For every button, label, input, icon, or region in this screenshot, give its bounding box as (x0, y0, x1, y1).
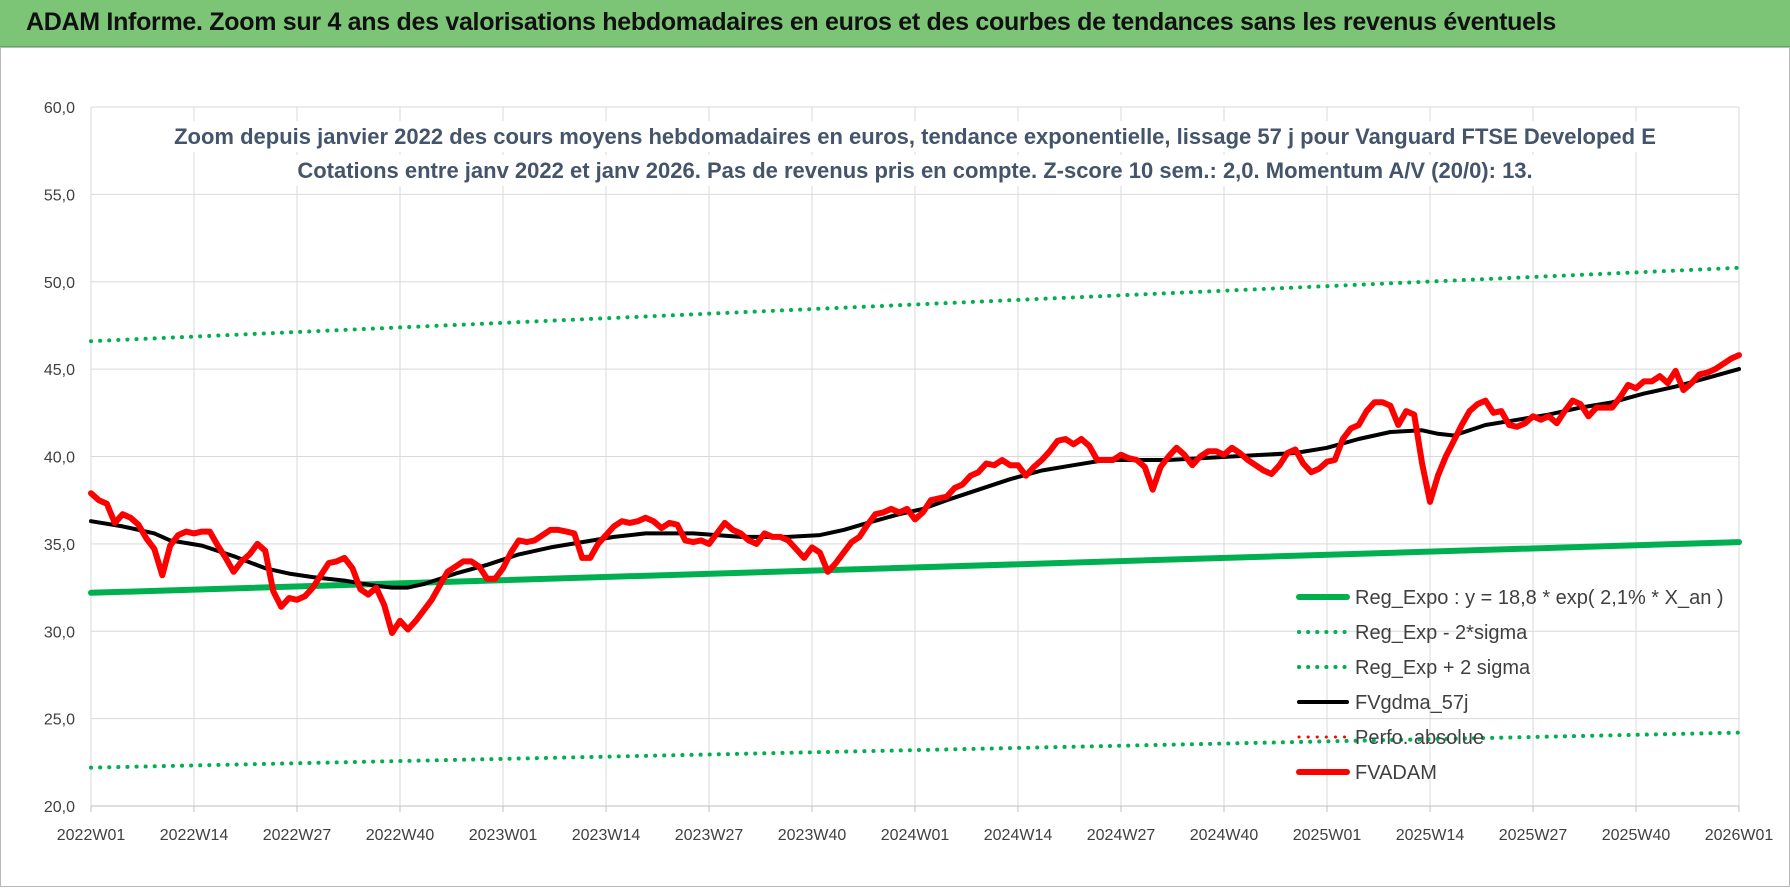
y-tick-label: 30,0 (44, 624, 75, 641)
x-tick-label: 2023W01 (469, 827, 538, 844)
chart-area: 20,0 25,0 30,0 35,0 40,0 45,0 50,0 55,0 60,0 2022… (0, 47, 1790, 887)
chart-title-line: Cotations entre janv 2022 et janv 2026. … (297, 158, 1532, 183)
x-tick-label: 2023W40 (778, 827, 847, 844)
y-tick-label: 20,0 (44, 799, 75, 816)
series-line (89, 730, 1741, 770)
y-tick-label: 35,0 (44, 537, 75, 554)
x-tick-label: 2024W40 (1190, 827, 1259, 844)
x-tick-label: 2024W14 (984, 827, 1053, 844)
x-tick-label: 2025W27 (1499, 827, 1568, 844)
grid-layer (90, 106, 1740, 807)
chart-title: Zoom depuis janvier 2022 des cours moyen… (166, 121, 1664, 186)
x-tick-label: 2025W01 (1293, 827, 1362, 844)
x-tick-label: 2022W01 (57, 827, 126, 844)
y-tick-label: 45,0 (44, 362, 75, 379)
y-tick-label: 50,0 (44, 275, 75, 292)
x-tick-label: 2025W40 (1602, 827, 1671, 844)
header-bar: ADAM Informe. Zoom sur 4 ans des valoris… (0, 0, 1790, 47)
y-tick-label: 60,0 (44, 100, 75, 117)
x-tick-label: 2024W01 (881, 827, 950, 844)
y-tick-label: 25,0 (44, 712, 75, 729)
axis-layer: 20,0 25,0 30,0 35,0 40,0 45,0 50,0 55,0 60,0 2022… (44, 100, 1773, 844)
x-tick-label: 2022W27 (263, 827, 332, 844)
legend-label: FVADAM (1355, 762, 1437, 784)
chart-title-background (289, 155, 1541, 186)
series-line (89, 265, 1741, 344)
series-line (88, 352, 1742, 636)
legend-label: Reg_Exp - 2*sigma (1355, 622, 1528, 644)
y-tick-label: 40,0 (44, 450, 75, 467)
y-tick-label: 55,0 (44, 187, 75, 204)
x-tick-label: 2025W14 (1396, 827, 1465, 844)
report-title: ADAM Informe. Zoom sur 4 ans des valoris… (26, 8, 1556, 36)
x-tick-label: 2023W14 (572, 827, 641, 844)
x-tick-label: 2022W40 (366, 827, 435, 844)
x-tick-label: 2026W01 (1705, 827, 1774, 844)
chart-title-background (166, 121, 1664, 152)
legend-label: FVgdma_57j (1355, 692, 1468, 714)
series-layer (88, 265, 1742, 770)
legend-label: Perfo. absolue (1355, 727, 1484, 749)
x-tick-label: 2023W27 (675, 827, 744, 844)
chart-title-line: Zoom depuis janvier 2022 des cours moyen… (174, 124, 1656, 149)
legend-label: Reg_Expo : y = 18,8 * exp( 2,1% * X_an ) (1355, 587, 1724, 609)
legend: Reg_Expo : y = 18,8 * exp( 2,1% * X_an )… (1296, 587, 1724, 784)
x-tick-label: 2024W27 (1087, 827, 1156, 844)
legend-label: Reg_Exp + 2 sigma (1355, 657, 1531, 679)
chart-svg: 20,0 25,0 30,0 35,0 40,0 45,0 50,0 55,0 60,0 2022… (44, 100, 1773, 844)
x-tick-label: 2022W14 (160, 827, 229, 844)
